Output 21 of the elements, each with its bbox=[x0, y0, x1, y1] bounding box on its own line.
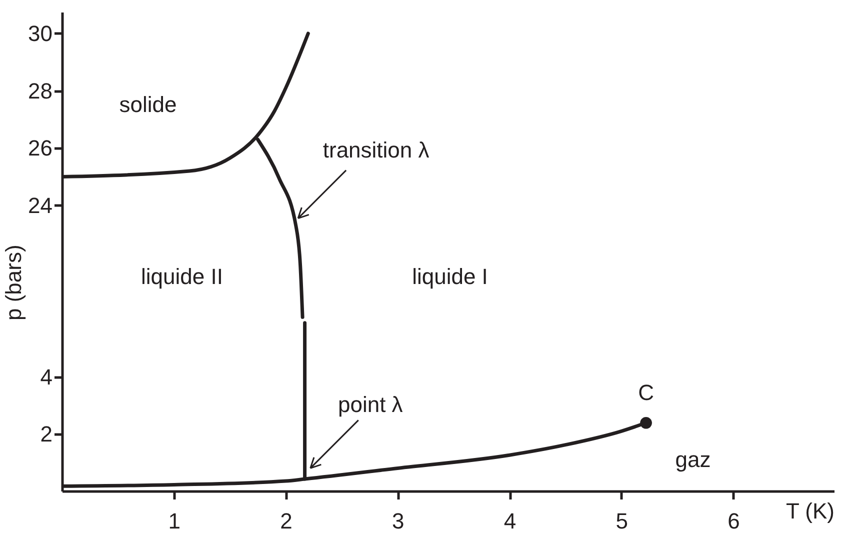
annotation: C bbox=[638, 380, 654, 405]
y-axis-title: p (bars) bbox=[1, 244, 26, 320]
annotation: transition λ bbox=[322, 137, 430, 162]
y-tick-label: 26 bbox=[28, 136, 52, 161]
annotation: liquide II bbox=[141, 264, 223, 289]
x-tick-label: 6 bbox=[728, 508, 740, 534]
x-tick-label: 2 bbox=[280, 508, 292, 534]
x-tick-label: 3 bbox=[392, 508, 404, 534]
annotation: solide bbox=[119, 92, 177, 117]
annotation: gaz bbox=[675, 447, 711, 472]
y-tick-label: 2 bbox=[40, 422, 52, 446]
y-tick-label: 30 bbox=[28, 20, 52, 46]
annotation: point λ bbox=[338, 392, 403, 418]
y-tick-label: 24 bbox=[28, 192, 52, 218]
annotation: liquide I bbox=[412, 264, 488, 289]
x-tick-label: 1 bbox=[168, 508, 181, 534]
y-tick-label: 4 bbox=[40, 364, 52, 390]
x-axis-title: T (K) bbox=[786, 498, 834, 524]
y-tick-label: 28 bbox=[28, 78, 52, 104]
x-tick-label: 5 bbox=[616, 508, 628, 534]
x-tick-label: 4 bbox=[504, 508, 516, 534]
